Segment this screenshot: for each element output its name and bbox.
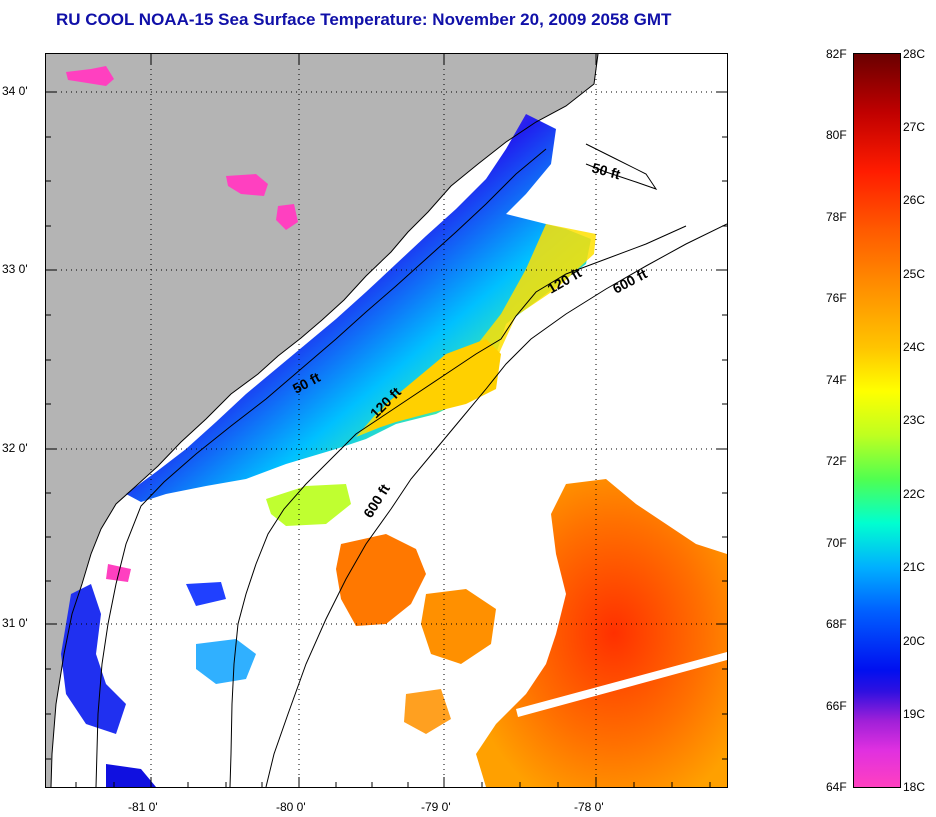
colorbar-c-19: 19C	[903, 707, 926, 721]
contour-120ft	[229, 225, 687, 787]
colorbar-f-74: 74F	[826, 373, 847, 387]
contour-label-600ft-north: 600 ft	[610, 265, 650, 296]
coastline	[50, 54, 599, 787]
colorbar-c-24: 24C	[903, 340, 926, 354]
shelf-yellow-patch	[366, 339, 501, 432]
magenta-blob-lake-2	[226, 174, 268, 196]
colorbar-c-28: 28C	[903, 47, 926, 61]
colorbar-f-76: 76F	[826, 291, 847, 305]
colorbar-c-21: 21C	[903, 560, 926, 574]
cyan-patch	[196, 639, 256, 684]
colorbar-f-80: 80F	[826, 128, 847, 142]
colorbar-f-66: 66F	[826, 699, 847, 713]
map-title: RU COOL NOAA-15 Sea Surface Temperature:…	[56, 10, 672, 29]
warm-patch-mid	[421, 589, 496, 664]
colorbar-c-18: 18C	[903, 780, 926, 794]
colorbar-c-20: 20C	[903, 634, 926, 648]
tick-marks	[46, 54, 727, 787]
graticule	[46, 54, 727, 787]
southwest-cold-patch-2	[106, 764, 156, 787]
nearshore-sst-band	[126, 114, 591, 502]
colorbar-f-82: 82F	[826, 47, 847, 61]
colorbar-c-27: 27C	[903, 120, 926, 134]
contour-label-50ft-north: 50 ft	[590, 159, 622, 182]
colorbar-f-70: 70F	[826, 536, 847, 550]
contour-label-600ft-south: 600 ft	[360, 481, 393, 521]
magenta-blob-lake-1	[66, 66, 114, 86]
lon-label-81: -81 0'	[128, 800, 158, 814]
sst-map[interactable]: 50 ft 50 ft 120 ft 120 ft 600 ft 600 ft	[45, 53, 728, 788]
blue-patch	[186, 582, 226, 606]
lat-label-32: 32 0'	[2, 441, 28, 455]
contour-50ft	[95, 143, 658, 787]
temperature-colorbar	[853, 53, 901, 788]
lat-label-33: 33 0'	[2, 262, 28, 276]
colorbar-f-78: 78F	[826, 210, 847, 224]
colorbar-c-22: 22C	[903, 487, 926, 501]
sst-map-canvas: 50 ft 50 ft 120 ft 120 ft 600 ft 600 ft	[46, 54, 727, 787]
southwest-cold-patch	[61, 584, 126, 734]
colorbar-f-64: 64F	[826, 780, 847, 794]
land-mass	[46, 54, 598, 787]
lon-label-80: -80 0'	[276, 800, 306, 814]
colorbar-f-68: 68F	[826, 617, 847, 631]
shelf-warm-band	[356, 224, 596, 437]
colorbar-c-25: 25C	[903, 267, 926, 281]
green-yellow-patch	[266, 484, 351, 526]
cloud-streak	[516, 652, 727, 717]
warm-patch-west	[336, 534, 426, 626]
lat-label-31: 31 0'	[2, 616, 28, 630]
colorbar-c-23: 23C	[903, 413, 926, 427]
lon-label-79: -79 0'	[421, 800, 451, 814]
lat-label-34: 34 0'	[2, 84, 28, 98]
magenta-blob-lake-3	[276, 204, 298, 230]
colorbar-c-26: 26C	[903, 193, 926, 207]
warm-patch-small	[404, 689, 451, 734]
gulf-stream-warm	[476, 479, 727, 787]
colorbar-f-72: 72F	[826, 454, 847, 468]
lon-label-78: -78 0'	[574, 800, 604, 814]
